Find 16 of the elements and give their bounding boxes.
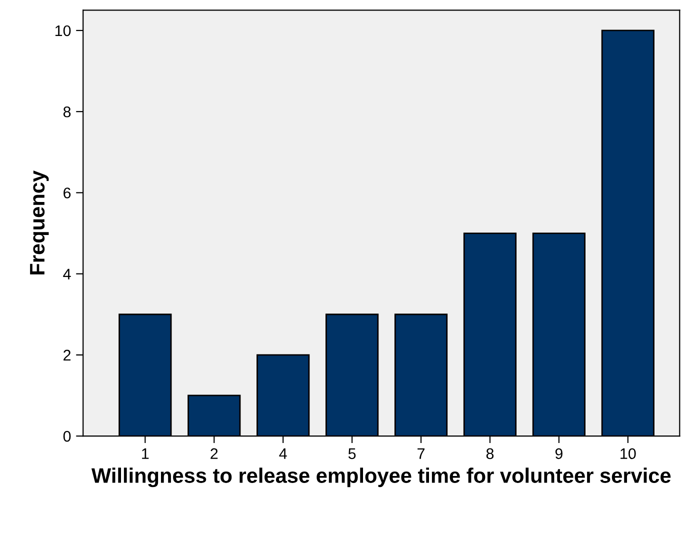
x-tick-label: 4 [279, 448, 287, 459]
y-tick-label: 10 [55, 25, 71, 36]
x-axis-title: Willingness to release employee time for volunteer service [91, 468, 671, 488]
x-tick-label: 1 [142, 448, 149, 459]
y-axis-title: Frequency [30, 170, 49, 274]
x-tick-label: 7 [418, 448, 424, 459]
y-tick-label: 4 [63, 268, 71, 280]
x-tick-label: 2 [210, 448, 218, 459]
y-tick-label: 0 [63, 430, 71, 442]
x-tick-label: 5 [348, 448, 356, 460]
x-tick-label: 9 [555, 448, 562, 460]
y-tick-label: 2 [64, 350, 71, 360]
y-tick-label: 8 [63, 106, 71, 118]
x-tick-label: 10 [620, 448, 636, 460]
x-tick-label: 8 [486, 448, 494, 460]
y-tick-label: 6 [64, 188, 71, 198]
